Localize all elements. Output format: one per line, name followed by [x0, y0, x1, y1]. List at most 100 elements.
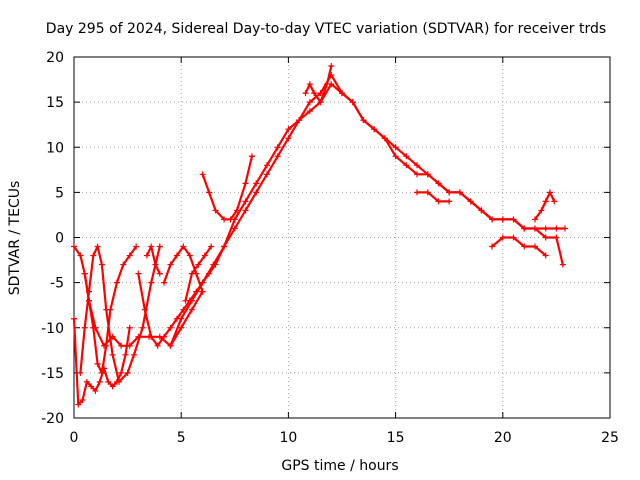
- series-track-9: [161, 243, 206, 295]
- data-point: [143, 252, 150, 259]
- data-point: [131, 351, 138, 358]
- series-track-6: [167, 81, 568, 349]
- data-point: [212, 207, 219, 214]
- data-point: [317, 99, 324, 106]
- data-point: [178, 324, 185, 331]
- data-point: [499, 234, 506, 241]
- series-track-13: [489, 234, 549, 259]
- chart-title: Day 295 of 2024, Sidereal Day-to-day VTE…: [46, 21, 606, 37]
- data-point: [195, 261, 202, 268]
- data-point: [116, 378, 123, 385]
- data-point: [553, 234, 560, 241]
- data-point: [126, 342, 133, 349]
- data-point: [467, 198, 474, 205]
- data-point: [542, 252, 549, 259]
- series-track-10: [143, 243, 163, 277]
- series-track-11: [302, 63, 335, 106]
- data-point: [139, 324, 146, 331]
- data-point: [414, 171, 421, 178]
- data-point: [86, 297, 93, 304]
- data-point: [546, 189, 553, 196]
- y-tick-label: 10: [46, 140, 64, 156]
- data-point: [233, 207, 240, 214]
- x-tick-label: 0: [70, 430, 79, 446]
- series-line: [83, 272, 204, 347]
- data-point: [81, 324, 88, 331]
- data-point: [242, 207, 249, 214]
- data-point: [371, 126, 378, 133]
- x-tick-label: 5: [177, 430, 186, 446]
- data-point: [188, 306, 195, 313]
- tick-layer: 0 5 10 15 20 25 -20 -15 -10 -5 0 5 10 15 20: [41, 50, 619, 446]
- data-point: [248, 153, 255, 160]
- data-point: [424, 189, 431, 196]
- x-tick-label: 25: [601, 430, 619, 446]
- data-point: [77, 369, 84, 376]
- y-tick-label: 20: [46, 50, 64, 66]
- data-point: [263, 162, 270, 169]
- data-point: [242, 198, 249, 205]
- data-point: [263, 171, 270, 178]
- data-point: [323, 81, 330, 88]
- y-tick-label: 15: [46, 95, 64, 111]
- data-point: [90, 252, 97, 259]
- data-point: [360, 117, 367, 124]
- data-point: [317, 90, 324, 97]
- data-point: [306, 99, 313, 106]
- data-point: [221, 216, 228, 223]
- data-point: [328, 63, 335, 70]
- data-point: [118, 342, 125, 349]
- data-point: [306, 81, 313, 88]
- data-point: [133, 243, 140, 250]
- data-point: [92, 387, 99, 394]
- data-point: [94, 360, 101, 367]
- data-point: [109, 383, 116, 390]
- y-tick-label: -5: [50, 276, 64, 292]
- data-point: [152, 261, 159, 268]
- y-tick-label: 5: [55, 185, 64, 201]
- data-point: [75, 401, 82, 408]
- series-line: [201, 155, 254, 221]
- data-point: [148, 243, 155, 250]
- data-point: [141, 306, 148, 313]
- series-layer: [71, 63, 568, 408]
- data-point: [414, 162, 421, 169]
- data-point: [206, 189, 213, 196]
- data-point: [120, 261, 127, 268]
- data-point: [135, 270, 142, 277]
- data-point: [521, 243, 528, 250]
- data-point: [253, 180, 260, 187]
- x-axis-label: GPS time / hours: [281, 458, 398, 474]
- series-line: [145, 245, 161, 275]
- data-point: [285, 126, 292, 133]
- data-point: [101, 342, 108, 349]
- data-point: [88, 383, 95, 390]
- data-point: [105, 378, 112, 385]
- data-point: [178, 315, 185, 322]
- data-point: [161, 333, 168, 340]
- data-point: [510, 234, 517, 241]
- data-point: [542, 198, 549, 205]
- series-line: [533, 191, 556, 221]
- data-point: [201, 252, 208, 259]
- series-track-3: [77, 243, 163, 385]
- data-point: [208, 243, 215, 250]
- data-point: [553, 225, 560, 232]
- data-point: [156, 270, 163, 277]
- y-tick-label: -20: [41, 411, 64, 427]
- data-point: [227, 216, 234, 223]
- data-point: [154, 342, 161, 349]
- data-point: [83, 378, 90, 385]
- data-point: [478, 207, 485, 214]
- data-point: [306, 108, 313, 115]
- data-point: [148, 333, 155, 340]
- data-point: [446, 189, 453, 196]
- data-point: [253, 189, 260, 196]
- data-point: [186, 252, 193, 259]
- data-point: [148, 279, 155, 286]
- series-line: [137, 73, 564, 347]
- data-point: [311, 90, 318, 97]
- y-tick-label: 0: [55, 231, 64, 247]
- data-point: [199, 171, 206, 178]
- data-point: [349, 99, 356, 106]
